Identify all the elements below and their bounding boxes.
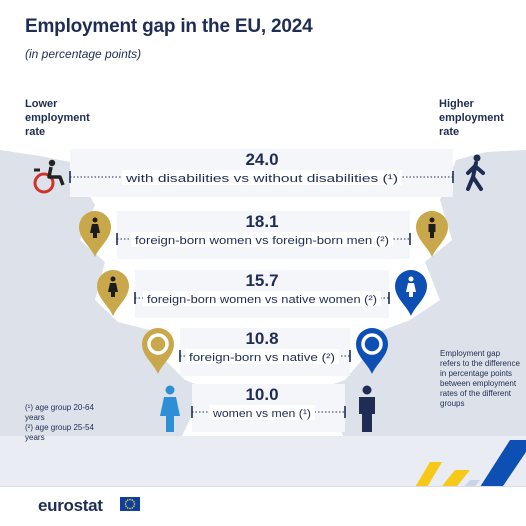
- gap-rows: 24.0 with disabilities vs without disabil…: [33, 149, 485, 432]
- category-label-bg: [131, 232, 393, 247]
- gold-pin-woman-icon: [79, 211, 111, 257]
- pin-figure-head: [110, 276, 116, 282]
- category-label-bg: [143, 291, 381, 306]
- gap-row: 24.0 with disabilities vs without disabil…: [33, 149, 485, 197]
- pin-ring: [147, 333, 169, 355]
- wheelchair-wheel: [33, 172, 55, 194]
- pin-figure-woman: [108, 283, 118, 297]
- category-label-bg: [185, 349, 339, 364]
- gold-pin-man-icon: [416, 211, 448, 257]
- woman-icon: [160, 385, 180, 432]
- category-label-bg: [209, 405, 315, 420]
- gap-row: 10.0 women vs men (¹): [160, 384, 375, 432]
- category-label: women vs men (¹): [212, 408, 311, 420]
- pin-figure-man: [428, 224, 436, 238]
- footer: [0, 486, 526, 526]
- blue-pin-woman-icon: [395, 270, 427, 316]
- blue-pin-ring-icon: [356, 328, 388, 374]
- chart-title: Employment gap in the EU, 2024: [25, 16, 313, 37]
- category-label: with disabilities vs without disabilitie…: [125, 173, 398, 185]
- gap-row: 15.7 foreign-born women vs native women (…: [97, 270, 427, 318]
- woman-body: [160, 397, 180, 432]
- mountain-background: [0, 150, 526, 486]
- woman-head: [165, 385, 175, 395]
- walker-head: [473, 154, 481, 162]
- gap-value-label: 15.7: [245, 271, 278, 290]
- walking-person-icon: [466, 154, 485, 191]
- wheelchair-head: [48, 159, 56, 167]
- man-icon: [359, 385, 375, 432]
- left-mountain-wall: [0, 150, 205, 440]
- higher-employment-label: Higher employment rate: [439, 98, 504, 138]
- gap-definition-note: Employment gap refers to the difference …: [440, 349, 520, 408]
- gap-value-label: 10.8: [245, 329, 278, 348]
- pin-figure-head: [408, 276, 414, 282]
- gold-pin-ring-icon: [142, 328, 174, 374]
- wheelchair-body: [47, 166, 65, 186]
- pin-figure-woman: [90, 224, 100, 238]
- gap-row: 10.8 foreign-born vs native (²): [142, 328, 388, 376]
- footnote-2: (²) age group 25-54 years: [25, 423, 94, 442]
- chart-subtitle: (in percentage points): [25, 47, 142, 61]
- category-label-bg: [122, 170, 402, 185]
- pin-figure-head: [92, 217, 98, 223]
- gap-row: 18.1 foreign-born women vs foreign-born m…: [79, 211, 448, 259]
- footnotes: (¹) age group 20-64 years (²) age group …: [25, 403, 115, 443]
- ground-strip: [0, 436, 526, 486]
- eurostat-logo: eurostat: [38, 496, 103, 515]
- footnote-1: (¹) age group 20-64 years: [25, 403, 94, 422]
- category-label: foreign-born women vs foreign-born men (…: [135, 235, 389, 247]
- gap-value-label: 10.0: [245, 385, 278, 404]
- pin-figure-head: [429, 217, 435, 223]
- eu-flag-icon: [120, 497, 140, 511]
- wheelchair-icon: [33, 159, 65, 194]
- man-head: [362, 385, 372, 395]
- gap-value-label: 24.0: [245, 150, 278, 169]
- gold-pin-woman-icon: [97, 270, 129, 316]
- man-body: [359, 397, 375, 432]
- gap-value-label: 18.1: [245, 212, 278, 231]
- pin-ring: [361, 333, 383, 355]
- walker-body: [466, 161, 485, 191]
- category-label: foreign-born women vs native women (²): [147, 294, 377, 306]
- category-label: foreign-born vs native (²): [189, 352, 335, 364]
- lower-employment-label: Lower employment rate: [25, 98, 90, 138]
- pin-figure-woman: [406, 283, 416, 297]
